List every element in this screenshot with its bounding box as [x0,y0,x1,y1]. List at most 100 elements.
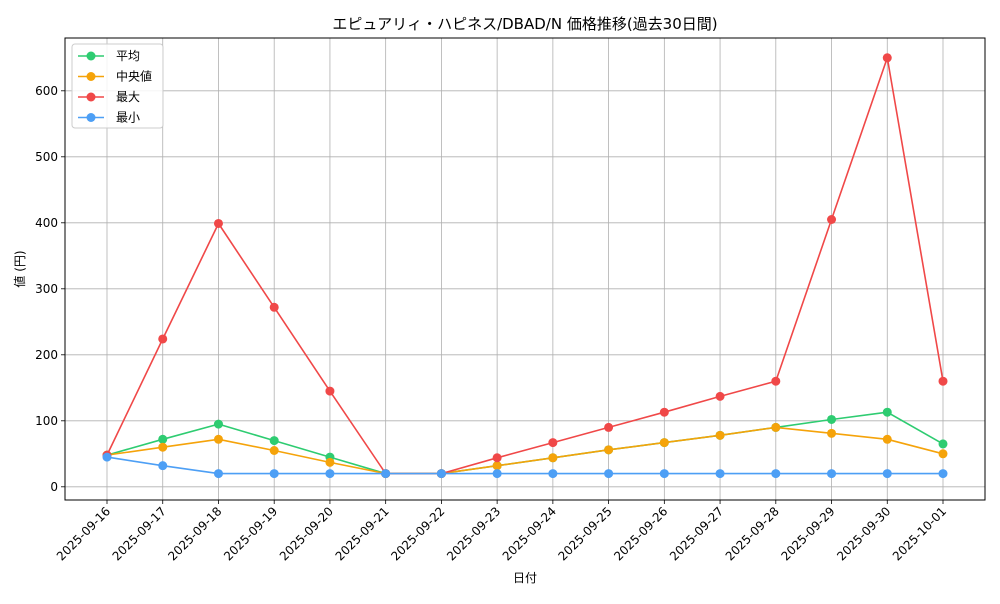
legend-label: 最小 [116,111,140,125]
data-point [269,446,279,455]
data-point [771,469,781,479]
data-point [938,469,948,479]
data-point [882,469,892,479]
x-tick-label: 2025-09-18 [165,504,224,563]
x-tick-label: 2025-09-22 [388,504,447,563]
y-tick-label: 200 [35,348,58,362]
x-tick-label: 2025-09-16 [54,504,113,563]
y-tick-label: 300 [35,282,58,296]
legend-swatch-marker [86,51,96,61]
legend-item: 平均 [78,49,140,63]
legend-swatch-marker [86,92,96,102]
data-point [938,376,948,386]
x-tick-label: 2025-10-01 [890,504,949,563]
data-point [213,218,223,228]
data-point [492,469,502,479]
x-tick-label: 2025-09-19 [221,504,280,563]
x-tick-label: 2025-09-17 [110,504,169,563]
data-point [827,414,837,424]
legend-label: 最大 [116,90,140,104]
x-tick-label: 2025-09-26 [611,504,670,563]
y-tick-label: 0 [50,480,58,494]
data-point [325,469,335,479]
x-tick-label: 2025-09-27 [667,504,726,563]
data-point [882,407,892,417]
x-tick-label: 2025-09-20 [277,504,336,563]
x-tick-label: 2025-09-28 [723,504,782,563]
data-point [938,449,948,459]
data-point [269,469,279,479]
grid [65,38,985,500]
plot-frame [64,37,986,501]
data-point [158,434,168,444]
data-point [938,439,948,449]
data-point [715,469,725,479]
data-point [436,469,446,479]
y-tick-label: 600 [35,84,58,98]
x-tick-label: 2025-09-25 [556,504,615,563]
legend-item: 最小 [78,111,140,125]
legend-label: 平均 [116,49,140,63]
x-tick-label: 2025-09-24 [500,504,559,563]
data-point [269,302,279,312]
data-point [771,422,781,432]
data-point [102,452,112,462]
data-point [158,334,168,344]
y-tick-label: 100 [35,414,58,428]
data-point [381,469,391,479]
data-point [604,422,614,432]
data-point [213,434,223,444]
series-line [106,56,944,475]
series-3 [102,53,948,479]
y-tick-label: 500 [35,150,58,164]
data-point [827,469,837,479]
series-lines [102,53,948,479]
series-line [106,426,944,475]
data-point [548,438,558,448]
y-axis: 0 100 200 300 400 500 600 [35,84,65,494]
series-line [106,456,943,475]
data-point [827,428,837,438]
legend-label: 中央値 [116,69,152,84]
data-point [771,376,781,386]
data-point [604,469,614,479]
data-point [325,457,335,467]
data-point [659,469,669,479]
data-point [158,442,168,452]
data-point [548,469,558,479]
data-point [213,419,223,429]
y-axis-title: 値 (円) [12,250,27,287]
legend-box [71,43,164,129]
series-4 [102,452,948,479]
data-point [213,469,223,479]
x-tick-label: 2025-09-21 [333,504,392,563]
data-point [715,391,725,401]
data-point [882,53,892,63]
data-point [269,436,279,446]
x-axis: 2025-09-162025-09-172025-09-182025-09-19… [54,500,949,563]
legend-swatch-marker [86,113,96,122]
x-tick-label: 2025-09-30 [834,504,893,563]
data-point [492,453,502,463]
x-axis-title: 日付 [513,571,537,585]
data-point [827,215,837,224]
y-tick-label: 400 [35,216,58,230]
data-point [882,434,892,444]
legend-swatch-marker [86,72,96,81]
data-point [659,438,669,448]
data-point [158,461,168,471]
x-tick-label: 2025-09-29 [778,504,837,563]
data-point [715,430,725,440]
legend-item: 最大 [78,90,140,104]
legend-item: 中央値 [78,69,152,84]
x-tick-label: 2025-09-23 [444,504,503,563]
data-point [325,386,335,396]
data-point [604,445,614,455]
data-point [492,461,502,471]
chart-title: エピュアリィ・ハピネス/DBAD/N 価格推移(過去30日間) [332,15,717,33]
data-point [548,453,558,463]
data-point [659,407,669,417]
